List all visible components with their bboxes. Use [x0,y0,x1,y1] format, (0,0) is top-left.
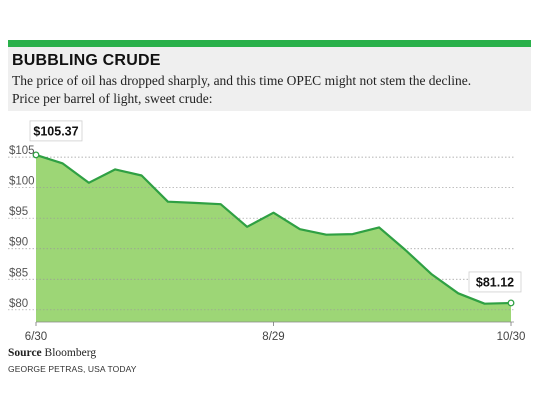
annotation-label: $81.12 [476,275,514,289]
chart-subtitle-2: Price per barrel of light, sweet crude: [12,91,213,106]
annotation-box [468,271,522,293]
credit-line: GEORGE PETRAS, USA TODAY [8,364,137,374]
x-tick-label: 8/29 [262,331,284,343]
annotation-label: $105.37 [33,124,78,138]
price-line [35,153,512,305]
source-line: Source Bloomberg [8,347,96,359]
source-name: Bloomberg [44,347,97,359]
y-tick-label: $105 [9,145,35,157]
price-area [36,154,511,322]
source-label: Source [8,347,42,359]
y-tick-label: $80 [9,298,28,310]
y-tick-label: $85 [9,267,28,279]
chart-subtitle: The price of oil has dropped sharply, an… [12,73,472,88]
y-tick-label: $100 [9,176,35,188]
x-tick-label: 10/30 [497,331,526,343]
header-panel [8,47,531,111]
annotation-box [29,120,83,142]
accent-bar [8,40,531,47]
x-tick-label: 6/30 [25,331,47,343]
y-tick-label: $95 [9,206,28,218]
chart-title: BUBBLING CRUDE [12,52,161,69]
data-point-marker [32,151,40,159]
y-tick-label: $90 [9,237,28,249]
data-point-marker [507,299,515,307]
